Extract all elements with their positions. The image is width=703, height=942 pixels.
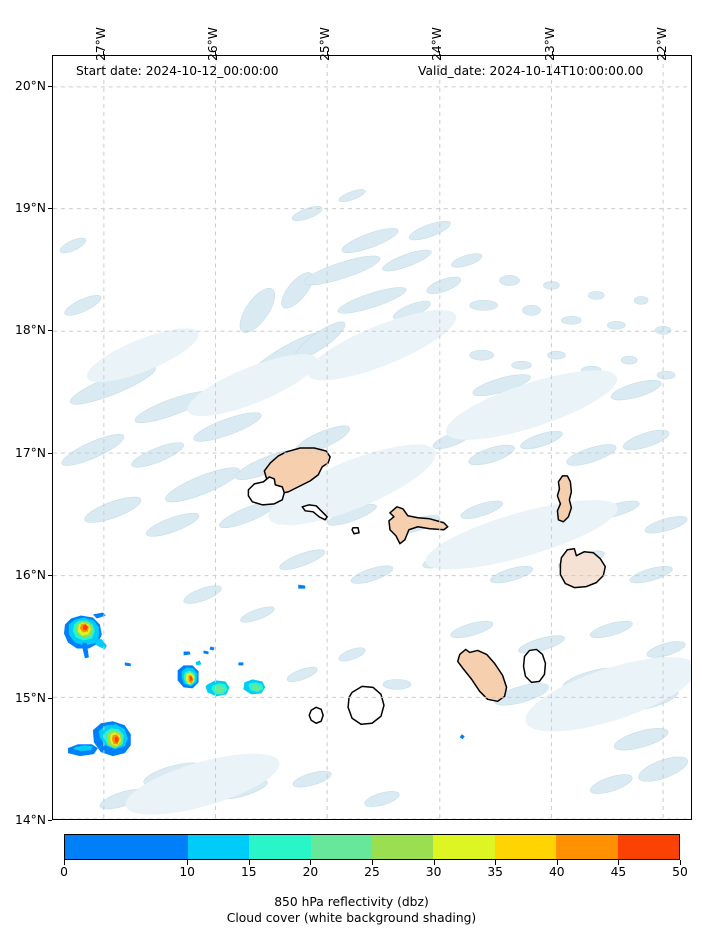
island-santiago [456,648,508,703]
reflectivity-speck [124,584,465,740]
lat-tick-mark-6 [48,820,52,821]
island-fogo [347,685,385,725]
colorbar-tick-label-20: 20 [302,865,319,879]
island-islet [351,527,360,535]
reflectivity-cell [177,660,202,689]
lon-tick-label-3: 24°W [430,27,445,61]
lon-tick-label-4: 23°W [542,27,557,61]
lat-tick-label-1: 19°N [15,201,46,215]
lat-tick-label-5: 15°N [15,690,46,705]
colorbar-tick-25 [372,860,373,865]
colorbar-tick-35 [495,860,497,865]
colorbar-tick-label-45: 45 [610,865,627,879]
lat-tick-label-2: 18°N [15,323,46,338]
lon-tick-label-5: 22°W [654,27,669,61]
colorbar-segment-0-10 [65,835,188,859]
colorbar-tick-label-15: 15 [240,865,257,879]
colorbar-segment-40-45 [556,835,618,859]
colorbar-tick-50 [680,860,681,865]
island-santo-antao [263,447,331,495]
island-outlines [247,447,607,725]
lon-tick-label-0: 27°W [93,27,108,61]
colorbar-segment-30-35 [433,835,495,859]
colorbar-tick-30 [433,860,435,865]
map-plot-area [52,55,692,820]
lat-tick-mark-3 [48,452,52,454]
lon-tick-mark-3 [439,51,441,55]
colorbar-tick-10 [187,860,189,865]
colorbar-tick-0 [64,860,65,865]
colorbar-tick-label-25: 25 [364,865,380,879]
colorbar-tick-label-35: 35 [487,865,504,879]
colorbar-tick-label-10: 10 [179,865,196,879]
colorbar-tick-labels: 0 10 15 20 25 30 35 40 45 50 [0,860,703,879]
lon-tick-mark-0 [102,51,104,55]
lat-tick-mark-2 [48,330,52,332]
colorbar-subtitle: Cloud cover (white background shading) [226,911,477,925]
cloud-cover-wisps [86,310,691,815]
lon-tick-label-2: 25°W [318,27,333,61]
colorbar-segment-35-40 [494,835,557,859]
colorbar-tick-label-50: 50 [672,865,688,879]
lon-tick-mark-1 [214,51,216,55]
reflectivity-colorbar[interactable] [64,834,680,860]
lat-tick-label-6: 14°N [15,813,46,827]
island-sao-vicente [247,476,286,506]
lat-tick-mark-0 [48,85,52,87]
lat-tick-mark-4 [48,575,52,577]
colorbar-tick-40 [556,860,558,865]
lon-tick-label-1: 26°W [205,27,220,61]
colorbar-title: 850 hPa reflectivity (dbz) [274,895,429,909]
colorbar-tick-label-0: 0 [60,865,68,879]
valid-date-label: Valid_date: 2024-10-14T10:00:00.00 [418,64,644,78]
lat-tick-mark-1 [48,208,52,209]
island-boa-vista [559,547,607,589]
colorbar-tick-45 [618,860,620,865]
reflectivity-cell [243,679,266,695]
colorbar-segment-10-15 [187,835,250,859]
lon-tick-mark-5 [663,51,665,55]
reflectivity-cell [63,612,107,659]
reflectivity-field [63,584,465,757]
colorbar-tick-label-30: 30 [425,865,442,879]
lat-tick-label-0: 20°N [15,78,46,93]
colorbar-segment-45-50 [617,835,679,859]
map-gridlines [53,56,691,819]
lat-tick-mark-5 [48,697,52,699]
colorbar-segment-15-20 [249,835,311,859]
lon-tick-mark-2 [327,51,329,55]
reflectivity-cell [205,680,230,697]
island-sal [556,475,573,523]
lon-tick-mark-4 [551,51,553,55]
colorbar-segment-20-25 [310,835,372,859]
colorbar-tick-label-40: 40 [548,865,565,879]
lat-tick-label-4: 16°N [15,568,46,583]
lat-tick-label-3: 17°N [15,445,46,460]
island-sao-nicolau [388,506,449,545]
reflectivity-cell [67,721,131,757]
island-santa-luzia [301,504,328,521]
start-date-label: Start date: 2024-10-12_00:00:00 [76,64,279,78]
colorbar-tick-20 [310,860,312,865]
colorbar-segment-25-30 [371,835,434,859]
map-canvas [53,56,691,819]
island-maio [522,648,547,684]
island-brava [308,706,324,724]
colorbar-tick-15 [248,860,250,865]
